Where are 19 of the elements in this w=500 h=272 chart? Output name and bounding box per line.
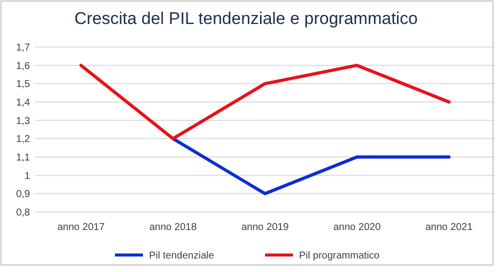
y-tick-label: 1,2 bbox=[16, 134, 30, 146]
x-tick-label: anno 2018 bbox=[149, 222, 198, 233]
y-tick-label: 0,8 bbox=[16, 208, 30, 218]
legend-label: Pil programmatico bbox=[299, 250, 380, 262]
chart-title: Crescita del PIL tendenziale e programmatico bbox=[74, 9, 418, 28]
y-tick-label: 1,4 bbox=[16, 98, 30, 108]
y-tick-label: 1,5 bbox=[16, 79, 30, 90]
y-tick-label: 1,1 bbox=[16, 152, 30, 164]
y-tick-label: 1,7 bbox=[16, 42, 30, 54]
line-series bbox=[79, 64, 451, 140]
x-tick-label: anno 2019 bbox=[241, 222, 290, 233]
legend-label: Pil tendenziale bbox=[149, 250, 214, 262]
y-tick-label: 1,3 bbox=[16, 116, 30, 127]
y-tick-label: 0,9 bbox=[16, 189, 30, 200]
x-tick-label: anno 2017 bbox=[57, 222, 106, 233]
x-tick-label: anno 2021 bbox=[425, 222, 474, 233]
x-tick-label: anno 2020 bbox=[333, 222, 382, 233]
y-tick-label: 1 bbox=[24, 170, 30, 182]
y-tick-label: 1,6 bbox=[16, 60, 30, 72]
